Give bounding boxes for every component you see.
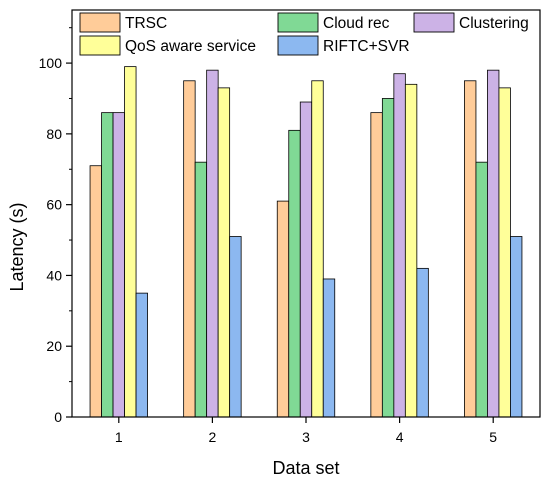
legend-swatch-riftc-svr <box>277 35 319 56</box>
bar-riftc-svr-set-1 <box>135 292 148 418</box>
y-tick-label-40: 40 <box>46 267 62 283</box>
bar-cloud-rec-set-3 <box>288 129 301 418</box>
bar-qos-aware-service-set-5 <box>498 87 511 418</box>
bar-qos-aware-service-set-1 <box>124 66 137 418</box>
legend-label-riftc-svr: RIFTC+SVR <box>323 38 410 55</box>
x-tick-label-5: 5 <box>489 429 497 445</box>
legend-swatch-clustering <box>413 12 455 33</box>
x-axis-title: Data set <box>272 458 339 478</box>
bar-riftc-svr-set-2 <box>229 236 242 418</box>
y-tick-label-60: 60 <box>46 197 62 213</box>
x-tick-label-2: 2 <box>209 429 217 445</box>
plot-layer <box>89 66 523 418</box>
bar-cloud-rec-set-4 <box>381 98 395 418</box>
y-tick-label-80: 80 <box>46 126 62 142</box>
bar-trsc-set-2 <box>183 80 196 418</box>
bar-trsc-set-4 <box>370 112 383 418</box>
bar-trsc-set-1 <box>89 165 102 418</box>
bar-qos-aware-service-set-3 <box>311 80 324 418</box>
y-tick-label-20: 20 <box>46 338 62 354</box>
bar-clustering-set-3 <box>299 101 313 418</box>
y-tick-label-0: 0 <box>54 409 62 425</box>
bar-cloud-rec-set-2 <box>194 161 208 418</box>
x-tick-label-1: 1 <box>115 429 123 445</box>
x-tick-label-3: 3 <box>302 429 310 445</box>
y-axis-title: Latency (s) <box>7 202 27 291</box>
bar-riftc-svr-set-3 <box>322 278 336 418</box>
bar-riftc-svr-set-4 <box>416 267 429 418</box>
legend-label-cloud-rec: Cloud rec <box>323 15 390 32</box>
legend-label-trsc: TRSC <box>125 15 167 32</box>
legend-swatch-qos-aware-service <box>79 35 121 56</box>
y-tick-label-100: 100 <box>39 55 63 71</box>
bar-qos-aware-service-set-2 <box>217 87 231 418</box>
bar-riftc-svr-set-5 <box>510 236 523 418</box>
legend-swatch-trsc <box>79 12 121 33</box>
bar-trsc-set-3 <box>276 200 290 418</box>
axes: 0 20 40 60 80 100 1 2 3 4 5 <box>39 9 541 445</box>
bar-trsc-set-5 <box>464 80 477 418</box>
legend-swatch-cloud-rec <box>277 12 319 33</box>
bar-cloud-rec-set-1 <box>101 112 114 418</box>
bar-clustering-set-1 <box>112 112 125 418</box>
x-tick-label-4: 4 <box>396 429 404 445</box>
bar-clustering-set-2 <box>206 69 219 418</box>
legend-label-clustering: Clustering <box>459 15 529 32</box>
bar-qos-aware-service-set-4 <box>404 83 418 418</box>
legend-label-qos-aware-service: QoS aware service <box>125 38 256 55</box>
bar-clustering-set-4 <box>393 73 406 418</box>
bar-cloud-rec-set-5 <box>475 161 488 418</box>
bar-clustering-set-5 <box>487 69 500 418</box>
legend: TRSC Cloud rec Clustering QoS aware service… <box>79 12 529 56</box>
